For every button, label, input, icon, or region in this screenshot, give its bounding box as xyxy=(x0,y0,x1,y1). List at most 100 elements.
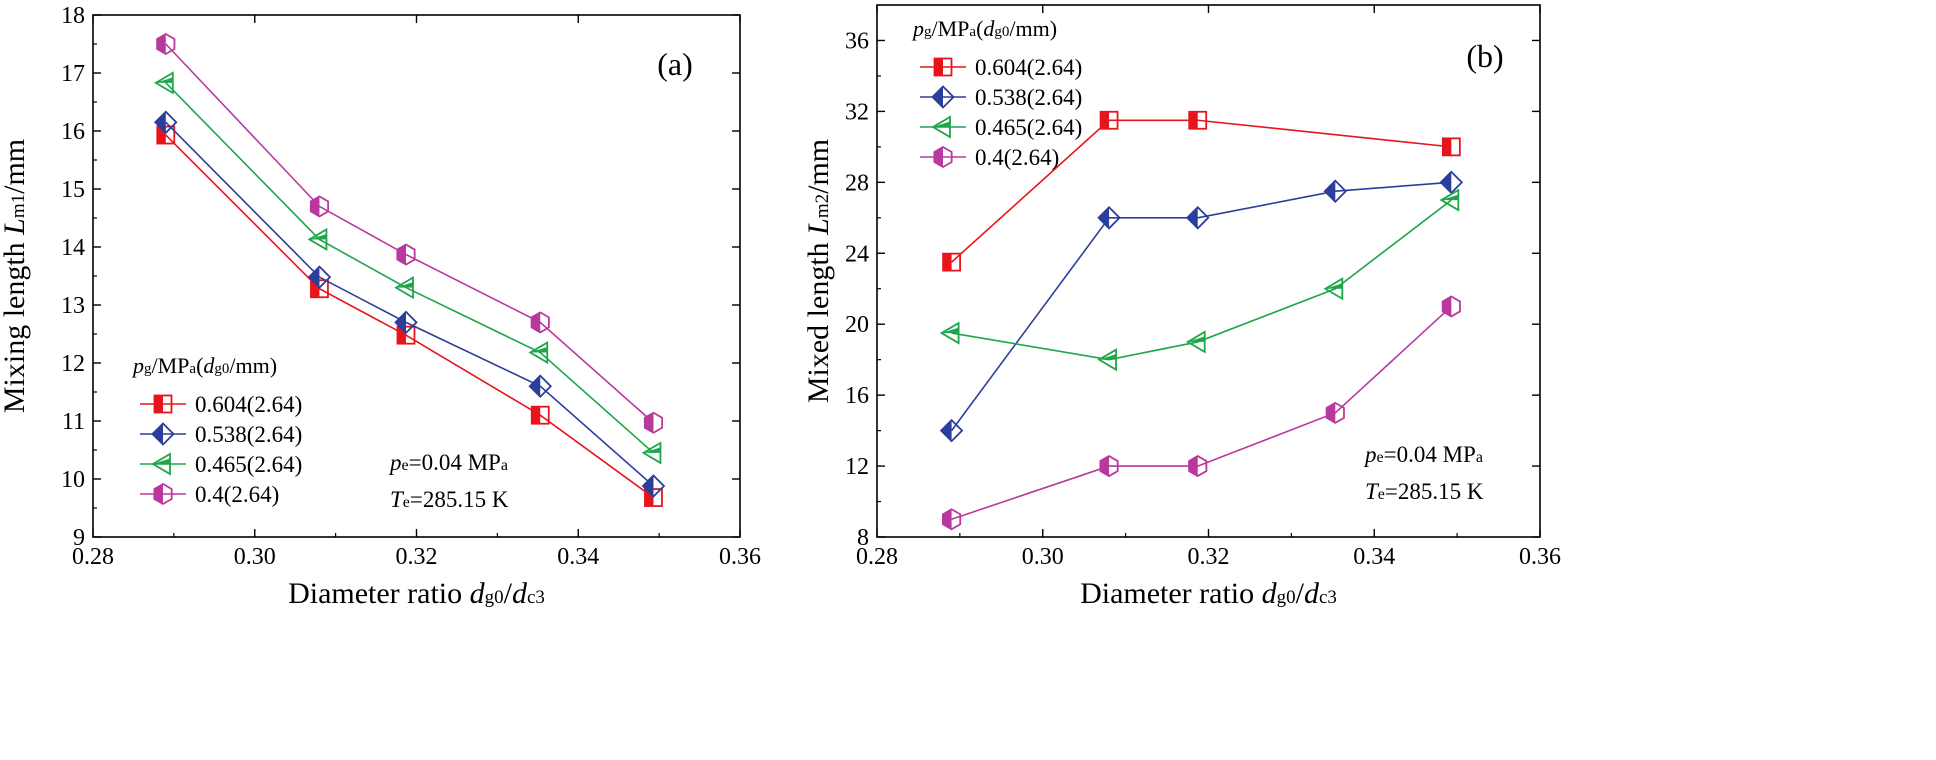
data-series xyxy=(154,32,666,507)
chart-panel-a: 0.28 0.30 0.32 0.34 0.36 9 10 11 12 13 14 15 16 17 18 D… xyxy=(0,3,761,610)
data-point-2-2 xyxy=(1185,330,1206,354)
y-tick-label: 12 xyxy=(845,454,869,480)
y-tick-label: 10 xyxy=(61,467,85,493)
y-tick-label: 20 xyxy=(845,312,869,338)
x-tick-label: 0.34 xyxy=(1353,544,1395,570)
panel-label: (b) xyxy=(1466,38,1503,74)
y-axis-label: Mixed length Lm2/mm xyxy=(802,139,835,403)
x-tick-label: 0.30 xyxy=(1022,544,1064,570)
annotation-pressure: pe=0.04 MPa xyxy=(1363,442,1483,467)
x-tick-label: 0.32 xyxy=(1188,544,1230,570)
data-point-2-2 xyxy=(394,276,414,300)
data-point-1-3 xyxy=(1323,179,1348,203)
y-tick-label: 16 xyxy=(61,119,85,145)
y-tick-label: 24 xyxy=(845,241,869,267)
x-tick-label: 0.36 xyxy=(719,544,761,570)
data-point-0-0 xyxy=(942,252,961,272)
data-point-3-0 xyxy=(156,32,176,56)
x-tick-label: 0.36 xyxy=(1519,544,1561,570)
legend: pg/MPa(dg0/mm) 0.604(2.64) 0.538(2.64) 0.46… xyxy=(131,353,302,507)
data-point-2-1 xyxy=(307,227,328,252)
x-tick-label: 0.32 xyxy=(396,544,438,570)
legend-entry-label: 0.4(2.64) xyxy=(975,145,1059,170)
y-tick-label: 9 xyxy=(73,525,85,551)
legend-entry-label: 0.465(2.64) xyxy=(975,115,1082,140)
y-axis-label: Mixing length Lm1/mm xyxy=(0,139,31,413)
legend-marker xyxy=(151,422,175,446)
y-tick-label: 17 xyxy=(61,61,85,87)
y-axis-ticks: 9 10 11 12 13 14 15 16 17 18 xyxy=(61,3,740,551)
data-point-2-0 xyxy=(154,71,174,95)
x-axis-ticks: 0.28 0.30 0.32 0.34 0.36 xyxy=(856,5,1561,570)
y-tick-label: 16 xyxy=(845,383,869,409)
data-point-3-2 xyxy=(396,243,416,266)
legend: pg/MPa(dg0/mm) 0.604(2.64) 0.538(2.64) 0.46… xyxy=(911,16,1082,170)
data-point-2-3 xyxy=(528,340,549,365)
legend-entry-label: 0.538(2.64) xyxy=(975,85,1082,110)
data-point-1-1 xyxy=(307,265,332,289)
data-point-1-2 xyxy=(394,310,418,335)
data-point-2-4 xyxy=(641,441,662,465)
data-point-1-4 xyxy=(641,474,666,498)
annotation-temperature: Te=285.15 K xyxy=(390,487,509,512)
y-tick-label: 11 xyxy=(62,409,85,435)
data-point-1-2 xyxy=(1185,206,1210,230)
y-tick-label: 18 xyxy=(61,3,85,29)
data-point-0-3 xyxy=(1441,137,1461,157)
data-point-3-4 xyxy=(1441,295,1461,318)
data-point-2-0 xyxy=(939,321,960,345)
data-point-3-4 xyxy=(643,411,664,434)
x-tick-label: 0.34 xyxy=(557,544,599,570)
data-point-2-1 xyxy=(1097,348,1117,372)
data-point-3-2 xyxy=(1188,455,1208,478)
legend-marker xyxy=(933,57,953,77)
chart-panel-b: 0.28 0.30 0.32 0.34 0.36 8 12 16 20 24 28 32 36 Diame… xyxy=(802,4,1561,610)
legend-entry-label: 0.4(2.64) xyxy=(195,482,279,507)
legend-marker xyxy=(153,482,173,506)
data-point-0-1 xyxy=(1099,110,1119,130)
annotation-temperature: Te=285.15 K xyxy=(1365,479,1484,504)
y-axis-ticks: 8 12 16 20 24 28 32 36 xyxy=(845,28,1540,551)
x-axis-label: Diameter ratio dg0/dc3 xyxy=(288,577,545,610)
data-point-1-0 xyxy=(154,110,178,135)
y-tick-label: 32 xyxy=(845,99,869,125)
x-tick-label: 0.28 xyxy=(856,544,898,570)
data-point-2-4 xyxy=(1439,188,1460,212)
legend-entry-label: 0.604(2.64) xyxy=(975,55,1082,80)
data-series xyxy=(939,110,1464,531)
legend-title: pg/MPa(dg0/mm) xyxy=(911,16,1057,41)
y-tick-label: 15 xyxy=(61,177,85,203)
y-tick-label: 28 xyxy=(845,170,869,196)
data-point-1-0 xyxy=(939,418,964,443)
y-tick-label: 36 xyxy=(845,28,869,54)
x-axis-ticks: 0.28 0.30 0.32 0.34 0.36 xyxy=(72,15,761,570)
x-tick-label: 0.28 xyxy=(72,544,114,570)
panel-label: (a) xyxy=(657,46,693,82)
data-point-3-3 xyxy=(1325,401,1345,424)
series-line-0 xyxy=(951,119,1452,263)
data-point-1-1 xyxy=(1097,206,1121,230)
data-point-2-3 xyxy=(1323,277,1344,301)
data-point-1-4 xyxy=(1439,170,1464,195)
x-tick-label: 0.30 xyxy=(234,544,276,570)
legend-entry-label: 0.604(2.64) xyxy=(195,392,302,417)
data-point-3-1 xyxy=(1099,455,1119,478)
data-point-0-2 xyxy=(1188,110,1208,130)
legend-marker xyxy=(153,394,173,414)
condition-annotation: pe=0.04 MPa Te=285.15 K xyxy=(1363,442,1484,504)
y-tick-label: 8 xyxy=(857,525,869,551)
data-point-1-3 xyxy=(528,374,553,398)
data-point-0-3 xyxy=(530,405,550,425)
legend-marker xyxy=(151,452,171,476)
y-tick-label: 12 xyxy=(61,351,85,377)
data-point-3-1 xyxy=(309,195,330,218)
legend-entry-label: 0.465(2.64) xyxy=(195,452,302,477)
series-line-1 xyxy=(950,181,1452,432)
data-point-3-3 xyxy=(530,311,550,334)
legend-title: pg/MPa(dg0/mm) xyxy=(131,353,277,378)
legend-marker xyxy=(933,145,953,169)
legend-entry-label: 0.538(2.64) xyxy=(195,422,302,447)
condition-annotation: pe=0.04 MPa Te=285.15 K xyxy=(388,450,509,512)
y-tick-label: 14 xyxy=(61,235,85,261)
